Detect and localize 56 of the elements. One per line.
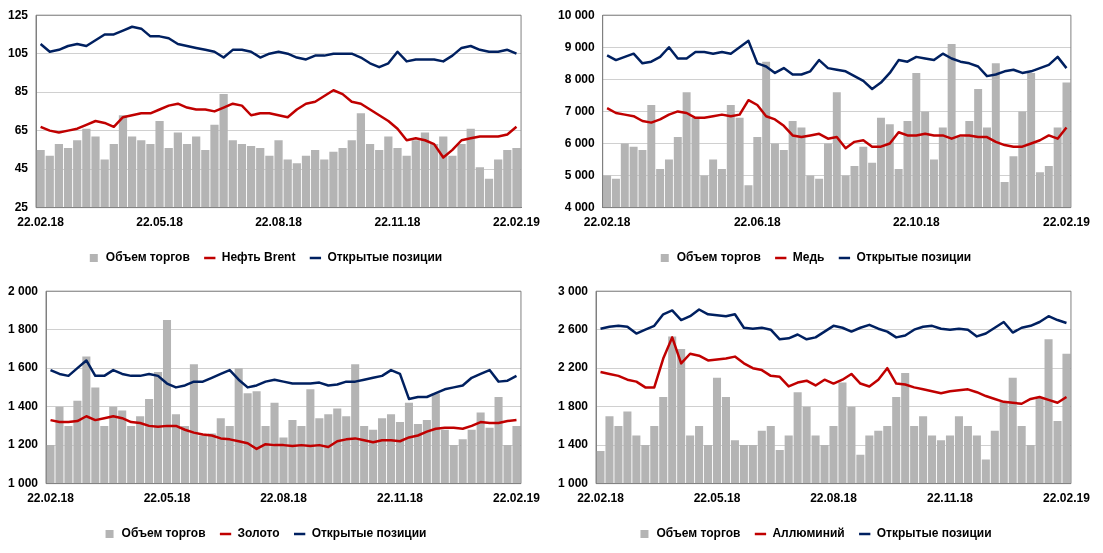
y-tick-label: 4 000 (564, 199, 596, 214)
y-tick-label: 1 800 (558, 398, 589, 413)
x-tick-label: 22.11.18 (926, 491, 974, 506)
x-tick-label: 22.02.18 (27, 491, 75, 506)
y-tick-label: 5 000 (564, 167, 596, 182)
x-tick-label: 22.02.18 (17, 215, 65, 230)
y-tick-label: 9 000 (564, 39, 596, 54)
y-tick-label: 7 000 (564, 103, 596, 118)
legend-label: Открытые позиции (876, 526, 992, 541)
y-tick-label: 105 (7, 45, 29, 60)
x-tick-label: 22.06.18 (733, 215, 781, 230)
y-tick-label: 1 200 (8, 437, 39, 452)
x-tick-label: 22.02.19 (1043, 215, 1091, 230)
legend-label: Открытые позиции (311, 526, 427, 541)
x-tick-label: 22.11.18 (376, 491, 424, 506)
y-tick-label: 10 000 (558, 7, 596, 22)
legend-label: Объем торгов (121, 526, 206, 541)
x-tick-label: 22.02.18 (583, 215, 631, 230)
y-tick-label: 65 (14, 122, 29, 137)
x-tick-label: 22.10.18 (892, 215, 940, 230)
legend-label: Аллюминий (772, 526, 845, 541)
y-tick-label: 3 000 (558, 283, 589, 298)
y-tick-label: 85 (14, 84, 29, 99)
legend-label: Объем торгов (656, 526, 741, 541)
legend-label: Золото (237, 526, 280, 541)
x-tick-label: 22.05.18 (136, 215, 184, 230)
y-tick-label: 45 (14, 161, 29, 176)
legend-label: Нефть Brent (221, 250, 296, 265)
x-tick-label: 22.02.18 (577, 491, 625, 506)
y-tick-label: 2 600 (558, 321, 589, 336)
x-tick-label: 22.05.18 (693, 491, 741, 506)
x-tick-label: 22.02.19 (493, 491, 541, 506)
y-tick-label: 1 000 (8, 475, 39, 490)
x-tick-label: 22.08.18 (810, 491, 858, 506)
y-tick-label: 2 000 (8, 283, 39, 298)
legend-label: Открытые позиции (856, 250, 972, 265)
x-tick-label: 22.05.18 (143, 491, 191, 506)
y-tick-label: 6 000 (564, 135, 596, 150)
legend-label: Открытые позиции (327, 250, 443, 265)
y-tick-label: 1 600 (8, 360, 39, 375)
x-tick-label: 22.08.18 (255, 215, 303, 230)
x-tick-label: 22.11.18 (374, 215, 421, 230)
legend-label: Медь (792, 250, 825, 265)
legend-label: Объем торгов (105, 250, 190, 265)
x-tick-label: 22.02.19 (493, 215, 541, 230)
y-tick-label: 2 200 (558, 360, 589, 375)
y-tick-label: 1 400 (8, 398, 39, 413)
y-tick-label: 125 (7, 7, 29, 22)
y-tick-label: 1 800 (8, 321, 39, 336)
x-tick-label: 22.02.19 (1043, 491, 1091, 506)
x-tick-label: 22.08.18 (260, 491, 308, 506)
y-tick-label: 1 000 (558, 475, 589, 490)
legend-label: Объем торгов (676, 250, 761, 265)
y-tick-label: 8 000 (564, 71, 596, 86)
y-tick-label: 25 (14, 199, 29, 214)
y-tick-label: 1 400 (558, 437, 589, 452)
